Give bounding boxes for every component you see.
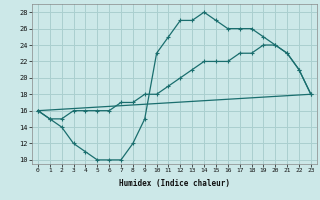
X-axis label: Humidex (Indice chaleur): Humidex (Indice chaleur)	[119, 179, 230, 188]
